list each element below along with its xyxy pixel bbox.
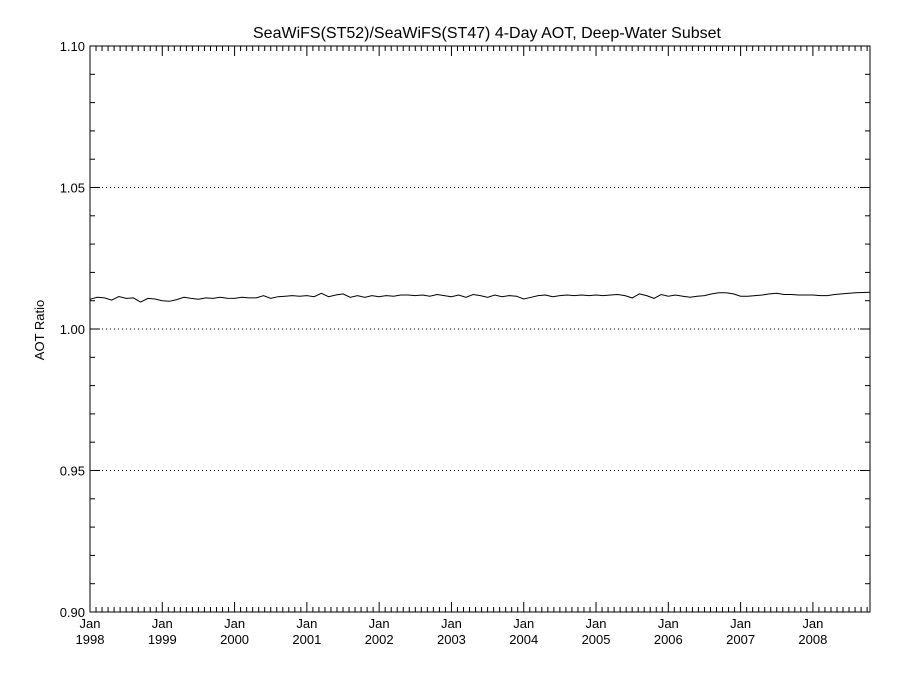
x-tick-year-label: 2008	[798, 632, 827, 647]
x-tick-year-label: 2002	[365, 632, 394, 647]
y-tick-labels: 0.90 0.95 1.00 1.05 1.10	[60, 39, 85, 620]
x-tick-year-label: 2001	[292, 632, 321, 647]
tick-marks	[89, 45, 870, 613]
x-tick-month-label: Jan	[586, 616, 607, 631]
x-tick-month-label: Jan	[802, 616, 823, 631]
y-axis-label: AOT Ratio	[32, 300, 47, 360]
x-tick-month-label: Jan	[296, 616, 317, 631]
x-tick-year-label: 2004	[509, 632, 538, 647]
x-tick-labels: Jan1998Jan1999Jan2000Jan2001Jan2002Jan20…	[76, 616, 828, 647]
reference-gridlines	[90, 187, 870, 471]
series-layer	[89, 291, 871, 303]
x-tick-month-label: Jan	[730, 616, 751, 631]
x-tick-year-label: 2000	[220, 632, 249, 647]
series-line	[89, 291, 871, 303]
x-tick-month-label: Jan	[369, 616, 390, 631]
x-tick-month-label: Jan	[441, 616, 462, 631]
x-tick-year-label: 1998	[76, 632, 105, 647]
x-tick-month-label: Jan	[224, 616, 245, 631]
x-tick-year-label: 2006	[654, 632, 683, 647]
y-tick-label: 0.90	[60, 605, 85, 620]
y-tick-label: 0.95	[60, 464, 85, 479]
y-tick-label: 1.00	[60, 322, 85, 337]
x-tick-month-label: Jan	[513, 616, 534, 631]
plot-frame	[89, 45, 871, 613]
x-tick-year-label: 2007	[726, 632, 755, 647]
x-tick-month-label: Jan	[80, 616, 101, 631]
y-tick-label: 1.10	[60, 39, 85, 54]
x-tick-month-label: Jan	[152, 616, 173, 631]
chart-title: SeaWiFS(ST52)/SeaWiFS(ST47) 4-Day AOT, D…	[253, 25, 722, 42]
x-tick-year-label: 2005	[582, 632, 611, 647]
x-tick-month-label: Jan	[658, 616, 679, 631]
x-tick-year-label: 1999	[148, 632, 177, 647]
x-tick-year-label: 2003	[437, 632, 466, 647]
y-tick-label: 1.05	[60, 181, 85, 196]
